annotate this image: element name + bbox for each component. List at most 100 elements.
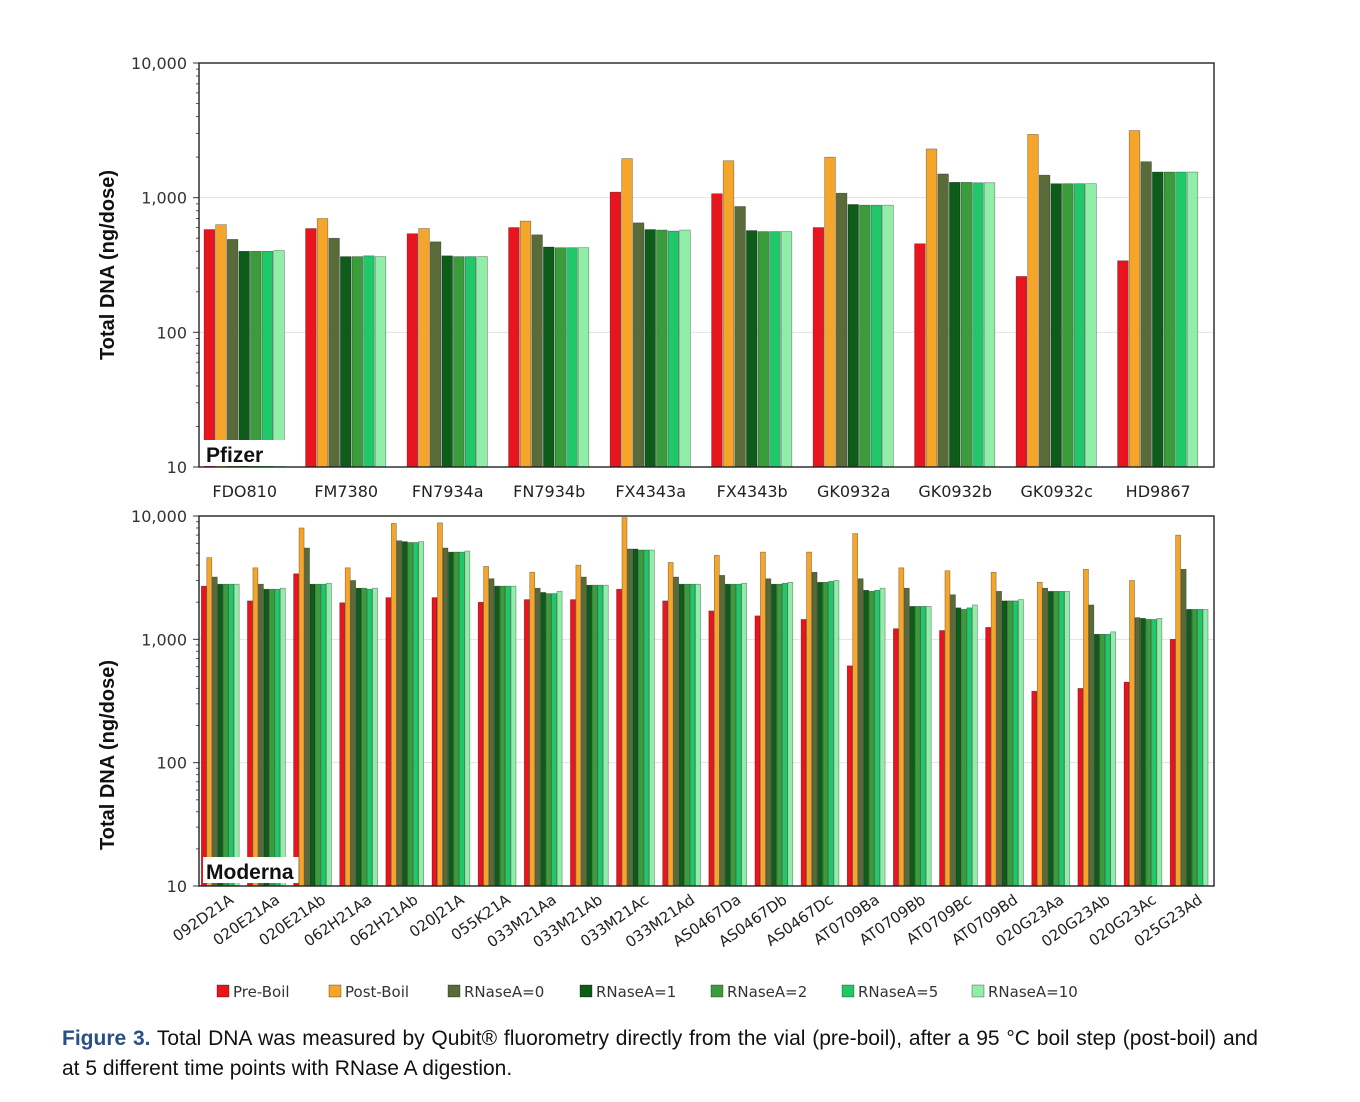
bar-033m21aa-post-boil xyxy=(529,571,536,887)
plot-frame xyxy=(198,62,1215,468)
bar-hd9867-rnasea-10 xyxy=(1186,171,1199,468)
bar-at0709ba-post-boil xyxy=(852,533,859,887)
bar-hd9867-rnasea-2 xyxy=(1163,171,1175,468)
bar-020g23aa-rnasea-2 xyxy=(1053,591,1059,887)
bar-fx4343b-rnasea-2 xyxy=(757,231,769,468)
figure-caption: Figure 3. Total DNA was measured by Qubi… xyxy=(62,1024,1258,1084)
bar-as0467dc-pre-boil xyxy=(800,619,807,887)
bar-at0709bc-pre-boil xyxy=(939,630,945,887)
bar-gk0932c-pre-boil xyxy=(1015,276,1028,468)
bar-033m21ab-pre-boil xyxy=(570,599,576,887)
bar-062h21aa-rnasea-2 xyxy=(361,587,367,887)
bar-as0467da-rnasea-5 xyxy=(735,583,742,887)
bar-092d21a-post-boil xyxy=(206,557,213,887)
bar-020g23ab-rnasea-0 xyxy=(1088,604,1095,887)
bar-fn7934a-rnasea-2 xyxy=(453,256,465,468)
bar-at0709bd-rnasea-2 xyxy=(1007,600,1013,887)
bar-fdo810-pre-boil xyxy=(203,229,216,468)
bar-033m21ad-rnasea-1 xyxy=(678,583,685,887)
bar-020e21aa-rnasea-10 xyxy=(279,587,286,887)
bar-fn7934a-rnasea-1 xyxy=(441,255,453,468)
bar-020g23ab-rnasea-1 xyxy=(1094,633,1100,887)
bar-062h21aa-rnasea-1 xyxy=(355,587,362,887)
bar-055k21a-rnasea-2 xyxy=(499,585,506,887)
bar-as0467da-rnasea-1 xyxy=(724,583,731,887)
x-category-label: FM7380 xyxy=(314,482,378,501)
bar-020e21aa-rnasea-2 xyxy=(269,588,275,887)
y-tick-label: 10,000 xyxy=(131,54,187,73)
bar-as0467db-rnasea-5 xyxy=(781,582,788,887)
bar-fm7380-post-boil xyxy=(316,218,329,468)
bar-033m21ab-rnasea-10 xyxy=(602,584,609,887)
bar-020j21a-rnasea-0 xyxy=(442,547,449,887)
legend-swatch-rnasea-2 xyxy=(710,984,724,998)
bar-033m21ab-rnasea-2 xyxy=(591,584,598,887)
bar-025g23ad-rnasea-10 xyxy=(1202,609,1209,887)
bar-020g23ab-post-boil xyxy=(1083,568,1089,887)
bar-fm7380-rnasea-0 xyxy=(328,237,340,468)
bar-gk0932c-rnasea-2 xyxy=(1062,183,1074,468)
bar-055k21a-rnasea-1 xyxy=(494,585,500,887)
bar-fdo810-rnasea-5 xyxy=(261,250,274,468)
bar-fx4343b-rnasea-1 xyxy=(746,230,758,468)
bar-at0709bd-pre-boil xyxy=(985,627,991,887)
bar-033m21aa-rnasea-2 xyxy=(545,593,552,887)
legend-label-rnasea-2: RNaseA=2 xyxy=(727,983,807,1001)
bar-at0709ba-rnasea-0 xyxy=(857,578,864,887)
bar-at0709bd-rnasea-0 xyxy=(996,591,1002,887)
bar-fx4343b-rnasea-10 xyxy=(780,231,793,468)
bar-as0467dc-rnasea-0 xyxy=(811,571,818,887)
bar-fx4343b-post-boil xyxy=(722,160,735,468)
bar-055k21a-rnasea-0 xyxy=(488,578,495,887)
bar-as0467da-rnasea-0 xyxy=(719,575,726,887)
bar-fn7934b-rnasea-10 xyxy=(577,247,590,468)
bar-033m21ab-post-boil xyxy=(575,564,582,887)
bar-033m21aa-rnasea-5 xyxy=(551,593,557,887)
x-category-label: FX4343a xyxy=(615,482,686,501)
bar-fn7934a-rnasea-10 xyxy=(476,256,488,468)
bar-as0467db-rnasea-1 xyxy=(771,583,777,887)
bar-hd9867-pre-boil xyxy=(1117,260,1129,468)
bar-020e21ab-rnasea-2 xyxy=(315,583,321,887)
bar-020e21ab-rnasea-0 xyxy=(304,547,310,887)
bar-033m21ac-post-boil xyxy=(621,517,628,887)
bar-hd9867-rnasea-5 xyxy=(1175,171,1187,468)
y-tick-label: 100 xyxy=(156,323,187,342)
bar-020g23ab-rnasea-2 xyxy=(1099,633,1106,887)
bar-020e21aa-rnasea-1 xyxy=(263,588,270,887)
bar-020g23ab-rnasea-10 xyxy=(1110,631,1117,887)
bar-020e21ab-pre-boil xyxy=(293,573,299,887)
bar-hd9867-post-boil xyxy=(1128,130,1141,468)
bar-062h21aa-post-boil xyxy=(344,567,351,887)
bar-020g23ac-post-boil xyxy=(1129,580,1135,887)
legend-label-post-boil: Post-Boil xyxy=(345,983,409,1001)
bar-gk0932c-rnasea-0 xyxy=(1038,174,1051,468)
bar-062h21ab-rnasea-1 xyxy=(401,541,408,887)
bar-020e21ab-rnasea-10 xyxy=(326,582,332,887)
legend-swatch-pre-boil xyxy=(216,984,230,998)
bar-gk0932b-rnasea-1 xyxy=(949,182,961,468)
bar-fx4343a-pre-boil xyxy=(609,191,622,468)
bar-fx4343a-rnasea-1 xyxy=(644,229,656,468)
bar-fm7380-rnasea-1 xyxy=(340,256,352,468)
legend-label-pre-boil: Pre-Boil xyxy=(233,983,290,1001)
bar-as0467db-rnasea-2 xyxy=(776,583,783,887)
legend-swatch-rnasea-5 xyxy=(841,984,855,998)
bar-as0467db-pre-boil xyxy=(754,615,761,887)
bar-fm7380-rnasea-2 xyxy=(351,256,363,468)
brand-label: Pfizer xyxy=(206,444,263,467)
bar-062h21aa-rnasea-0 xyxy=(350,580,356,887)
legend-swatch-rnasea-1 xyxy=(579,984,593,998)
bar-033m21ad-post-boil xyxy=(667,562,674,887)
bar-as0467dc-rnasea-10 xyxy=(833,580,840,887)
bar-025g23ad-pre-boil xyxy=(1169,639,1176,887)
bar-020g23ac-rnasea-10 xyxy=(1156,618,1163,887)
bar-fx4343a-rnasea-2 xyxy=(656,229,668,468)
bar-020g23aa-rnasea-1 xyxy=(1047,591,1054,887)
bar-fdo810-post-boil xyxy=(215,224,227,468)
bar-033m21ab-rnasea-5 xyxy=(597,584,604,887)
bar-033m21ac-rnasea-0 xyxy=(627,548,633,887)
bar-at0709ba-pre-boil xyxy=(846,665,853,887)
bar-at0709bc-rnasea-1 xyxy=(955,607,962,887)
